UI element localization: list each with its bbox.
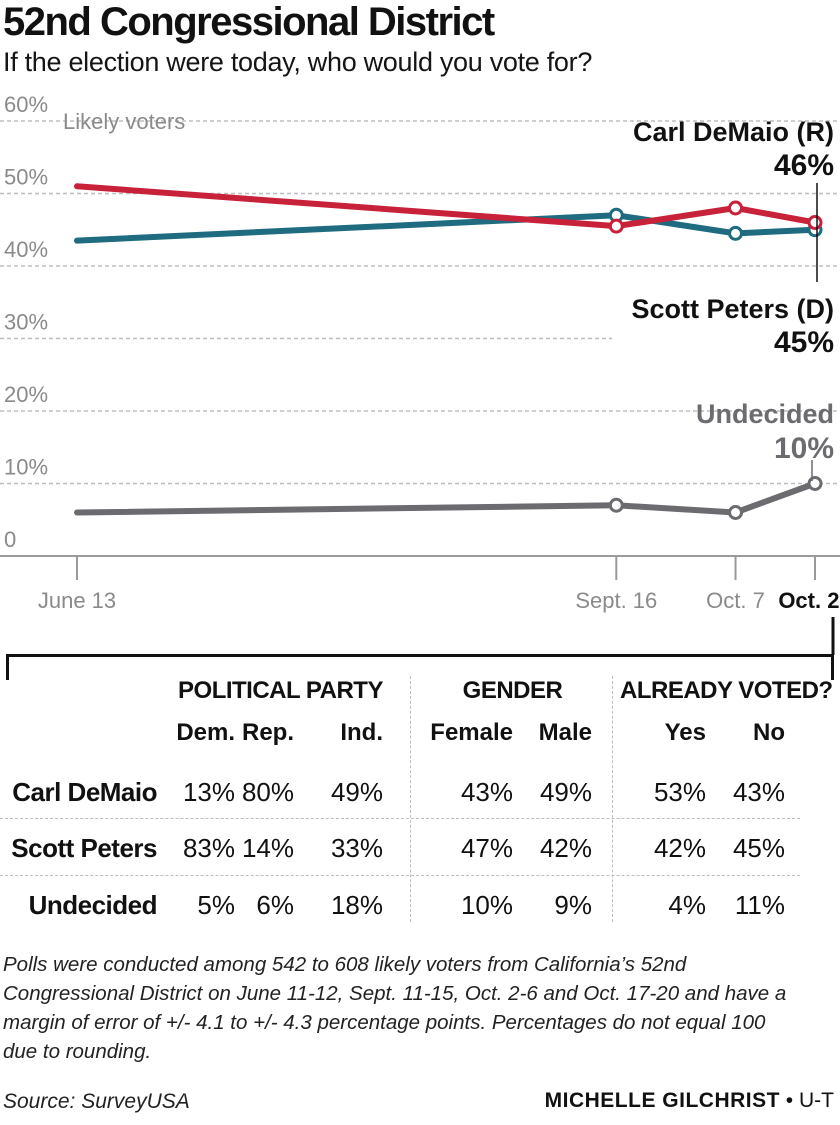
row-divider — [0, 875, 800, 876]
credit-line: MICHELLE GILCHRIST • U-T — [545, 1089, 834, 1113]
source-note: Source: SurveyUSA — [3, 1090, 190, 1113]
table-cell: 47% — [460, 833, 513, 863]
column-divider — [612, 676, 613, 922]
y-tick-label: 0 — [4, 527, 16, 552]
data-point — [728, 200, 744, 216]
chart-subtitle: If the election were today, who would yo… — [3, 47, 593, 77]
y-tick-label: 50% — [4, 165, 48, 190]
series-value-label: 45% — [774, 326, 834, 359]
y-axis-label: Likely voters — [63, 109, 185, 134]
table-cell: 5% — [197, 890, 235, 920]
series-name-label: Undecided — [696, 399, 834, 429]
credit-separator: • — [785, 1089, 794, 1112]
credit-outlet: U-T — [799, 1089, 834, 1112]
y-tick-label: 60% — [4, 92, 48, 117]
chart-title: 52nd Congressional District — [3, 0, 495, 44]
table-cell: 13% — [182, 777, 235, 807]
x-axis: June 13 Sept. 16 Oct. 7 Oct. 21 — [38, 556, 840, 655]
row-label: Undecided — [28, 890, 158, 920]
series-name-label: Carl DeMaio (R) — [633, 117, 834, 147]
table-cell: 4% — [668, 890, 706, 920]
row-label: Scott Peters — [11, 833, 157, 863]
line-chart: 60% 50% 40% 30% 20% 10% 0 Likely voters June 1… — [0, 92, 840, 655]
table-cell: 45% — [732, 833, 785, 863]
x-tick-label: Oct. 7 — [706, 588, 765, 613]
row-divider — [0, 818, 800, 819]
column-header: Rep. — [241, 719, 294, 746]
x-tick-label: Oct. 21 — [778, 588, 840, 613]
group-header: ALREADY VOTED? — [620, 677, 833, 704]
data-point — [608, 218, 624, 234]
column-header: Yes — [664, 719, 706, 746]
table-cell: 33% — [330, 833, 383, 863]
column-header: No — [753, 719, 785, 746]
table-cell: 80% — [241, 777, 294, 807]
table-cell: 83% — [182, 833, 235, 863]
data-point — [608, 497, 624, 513]
data-point — [807, 215, 823, 230]
table-cell: 42% — [539, 833, 592, 863]
grid-lines — [0, 120, 840, 557]
x-tick-label: June 13 — [38, 588, 116, 613]
series-line — [74, 480, 818, 516]
column-divider — [410, 676, 411, 922]
y-tick-label: 20% — [4, 382, 48, 407]
column-header: Ind. — [340, 719, 383, 746]
table-cell: 18% — [330, 890, 383, 920]
group-header: POLITICAL PARTY — [178, 677, 383, 704]
series-value-label: 10% — [774, 432, 834, 465]
column-header: Female — [430, 719, 513, 746]
table-bracket — [6, 654, 834, 680]
table-cell: 43% — [460, 777, 513, 807]
credit-name: MICHELLE GILCHRIST — [544, 1089, 780, 1112]
y-tick-label: 30% — [4, 310, 48, 335]
table-cell: 10% — [460, 890, 513, 920]
footnote: Polls were conducted among 542 to 608 li… — [3, 953, 787, 1063]
y-tick-label: 10% — [4, 455, 48, 480]
table-cell: 42% — [653, 833, 706, 863]
data-point — [807, 476, 823, 491]
series-line — [74, 183, 818, 230]
table-cell: 43% — [732, 777, 785, 807]
table-cell: 49% — [539, 777, 592, 807]
series-lines — [74, 183, 823, 520]
column-header: Dem. — [176, 719, 235, 746]
table-cell: 49% — [330, 777, 383, 807]
table-cell: 6% — [256, 890, 294, 920]
data-point — [728, 225, 744, 241]
x-tick-label: Sept. 16 — [575, 588, 657, 613]
series-line — [74, 212, 818, 244]
table-cell: 9% — [554, 890, 592, 920]
series-name-label: Scott Peters (D) — [631, 294, 834, 324]
column-header: Male — [538, 719, 592, 746]
table-cell: 53% — [653, 777, 706, 807]
group-header: GENDER — [462, 677, 563, 704]
data-point — [728, 505, 744, 520]
series-value-label: 46% — [774, 149, 834, 182]
y-axis-ticks: 60% 50% 40% 30% 20% 10% 0 — [4, 92, 48, 552]
table-cell: 11% — [734, 890, 785, 920]
table-cell: 14% — [241, 833, 294, 863]
y-tick-label: 40% — [4, 237, 48, 262]
series-end-labels: Carl DeMaio (R)46% Scott Peters (D)45% Und… — [631, 117, 834, 481]
row-label: Carl DeMaio — [12, 777, 157, 807]
